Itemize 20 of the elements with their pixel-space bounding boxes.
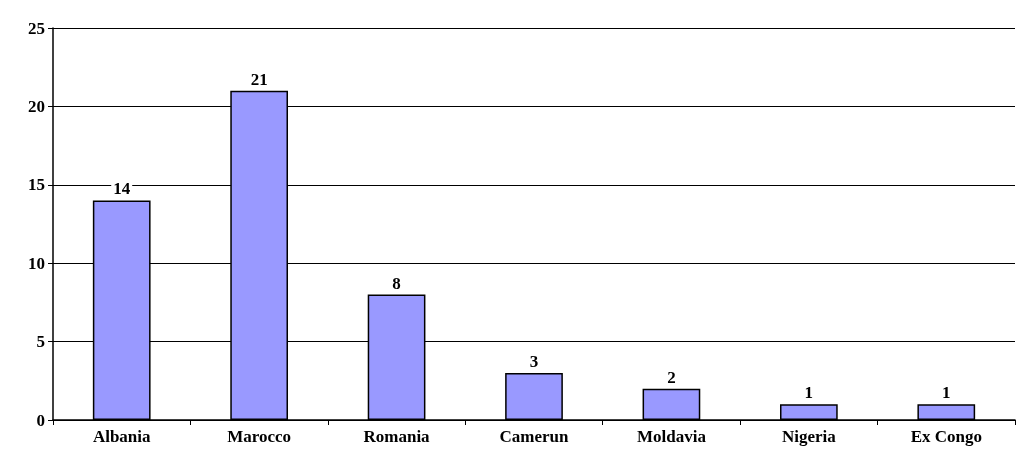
y-tick-label: 25 xyxy=(28,18,45,38)
data-label: 1 xyxy=(942,383,951,403)
y-tick-label: 20 xyxy=(28,96,45,116)
y-tick-label: 0 xyxy=(36,410,45,430)
x-tick-label: Marocco xyxy=(227,427,292,446)
data-label: 2 xyxy=(667,367,676,387)
x-tick-label: Nigeria xyxy=(781,427,837,446)
data-label: 14 xyxy=(113,179,131,199)
data-label: 1 xyxy=(804,383,814,403)
x-tick-label: Camerun xyxy=(499,427,570,446)
x-tick-label: Romania xyxy=(363,427,431,446)
x-tick-label: Ex Congo xyxy=(910,427,982,446)
x-tick-label: Moldavia xyxy=(636,427,707,446)
data-label: 21 xyxy=(250,69,268,89)
y-tick-label: 5 xyxy=(36,332,45,352)
data-label: 3 xyxy=(529,351,539,371)
x-tick-label: Albania xyxy=(92,427,152,446)
data-label: 8 xyxy=(392,273,401,293)
y-tick-label: 15 xyxy=(28,175,45,195)
y-tick-label: 10 xyxy=(28,253,45,273)
